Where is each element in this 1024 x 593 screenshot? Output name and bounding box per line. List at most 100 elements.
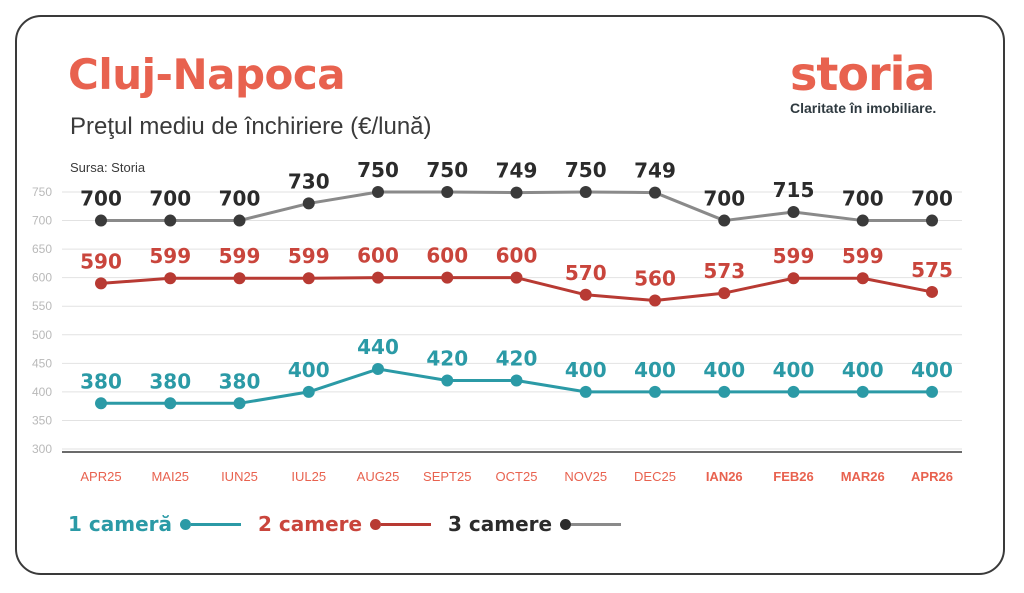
data-point	[579, 288, 592, 301]
legend-line	[571, 522, 622, 526]
data-point	[718, 287, 731, 300]
data-label: 400	[842, 358, 884, 382]
data-point	[164, 272, 177, 285]
data-label: 600	[496, 244, 538, 268]
data-point	[164, 397, 177, 410]
data-label: 420	[496, 346, 538, 370]
data-label: 420	[426, 346, 468, 370]
legend-item-2-camere: 2 camere	[258, 512, 432, 536]
legend-label: 1 cameră	[68, 512, 172, 536]
data-point	[510, 186, 523, 199]
data-label: 380	[219, 369, 261, 393]
data-label: 599	[773, 244, 815, 268]
data-label: 599	[219, 244, 261, 268]
data-label: 575	[911, 258, 953, 282]
data-label: 570	[565, 261, 607, 285]
legend-label: 2 camere	[258, 512, 363, 536]
data-point	[372, 186, 384, 198]
x-tick-label: SEPT25	[423, 469, 471, 484]
legend-line	[381, 522, 432, 526]
data-point	[233, 214, 246, 227]
data-label: 599	[842, 244, 884, 268]
x-tick-label: APR26	[911, 469, 953, 484]
y-tick-label: 700	[32, 214, 52, 228]
x-tick-label: DEC25	[634, 469, 676, 484]
data-label: 700	[149, 187, 191, 211]
legend-dot	[180, 518, 191, 530]
x-tick-label: MAI25	[151, 469, 189, 484]
data-label: 700	[911, 187, 953, 211]
x-tick-label: OCT25	[496, 469, 538, 484]
data-point	[856, 214, 869, 227]
data-point	[302, 197, 315, 210]
x-tick-label: IUL25	[291, 469, 326, 484]
data-point	[718, 214, 731, 227]
data-point	[233, 397, 246, 410]
data-point	[856, 272, 869, 285]
data-label: 715	[773, 178, 815, 202]
data-label: 573	[703, 259, 745, 283]
data-point	[649, 385, 661, 398]
legend-label: 3 camere	[448, 512, 553, 536]
x-tick-label: MAR26	[841, 469, 885, 484]
data-point	[579, 385, 592, 398]
x-tick-label: APR25	[80, 469, 121, 484]
data-label: 400	[634, 358, 676, 382]
data-label: 400	[565, 358, 607, 382]
data-label: 600	[357, 244, 399, 268]
data-point	[302, 385, 315, 398]
data-label: 749	[634, 159, 676, 183]
data-label: 590	[80, 249, 122, 273]
legend-item-3-camere: 3 camere	[448, 512, 622, 536]
x-tick-label: NOV25	[564, 469, 607, 484]
data-point	[510, 271, 523, 284]
data-label: 700	[219, 187, 261, 211]
data-label: 560	[634, 267, 676, 291]
data-point	[302, 272, 315, 285]
x-tick-label: IAN26	[706, 469, 743, 484]
x-tick-label: FEB26	[773, 469, 813, 484]
data-point	[95, 214, 107, 227]
data-point	[926, 214, 938, 227]
data-point	[441, 374, 454, 387]
data-label: 440	[357, 335, 399, 359]
legend-dot	[370, 518, 382, 530]
data-label: 700	[842, 187, 884, 211]
y-tick-label: 400	[32, 385, 52, 399]
data-point	[372, 271, 384, 284]
y-tick-label: 650	[32, 242, 52, 256]
data-point	[372, 363, 384, 376]
data-point	[787, 385, 800, 398]
data-label: 400	[288, 358, 330, 382]
data-point	[718, 385, 731, 398]
y-tick-label: 500	[32, 328, 52, 342]
data-label: 599	[288, 244, 330, 268]
y-tick-label: 550	[32, 299, 52, 313]
data-label: 400	[911, 358, 953, 382]
x-tick-label: AUG25	[357, 469, 400, 484]
legend-item-1-camera: 1 cameră	[68, 512, 241, 536]
data-label: 400	[773, 358, 815, 382]
legend-line	[191, 522, 241, 526]
data-point	[649, 186, 661, 199]
data-point	[95, 277, 107, 290]
data-label: 600	[426, 244, 468, 268]
y-tick-label: 350	[32, 413, 52, 427]
data-point	[926, 385, 938, 398]
data-label: 700	[703, 187, 745, 211]
y-tick-label: 450	[32, 356, 52, 370]
data-point	[926, 285, 938, 298]
y-tick-label: 300	[32, 442, 52, 456]
data-point	[787, 205, 800, 218]
data-label: 730	[288, 169, 330, 193]
chart-subtitle: Preţul mediu de închiriere (€/lună)	[70, 113, 432, 140]
data-point	[441, 271, 454, 284]
data-label: 750	[426, 158, 468, 182]
data-point	[164, 214, 177, 227]
data-label: 599	[149, 244, 191, 268]
chart-card	[15, 15, 1005, 575]
page-title: Cluj-Napoca	[68, 50, 346, 99]
data-label: 700	[80, 187, 122, 211]
data-point	[579, 186, 592, 198]
